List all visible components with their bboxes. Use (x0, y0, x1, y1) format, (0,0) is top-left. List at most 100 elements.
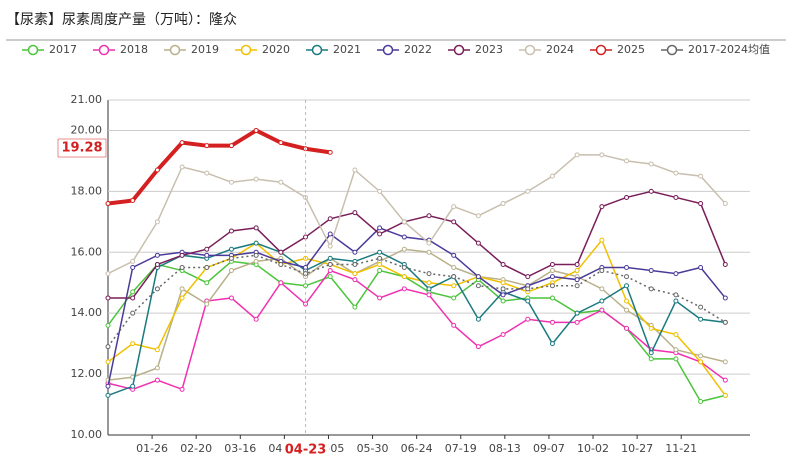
point (352, 277, 358, 283)
point (500, 292, 506, 298)
point (549, 295, 555, 301)
point (599, 204, 605, 210)
point (426, 286, 432, 292)
x-tick-label: 07-19 (445, 442, 477, 455)
point (327, 261, 333, 267)
point (451, 252, 457, 258)
point (278, 140, 284, 146)
point (179, 252, 185, 258)
point (401, 265, 407, 270)
point (500, 280, 506, 286)
point (698, 353, 704, 359)
point (451, 295, 457, 301)
point (179, 140, 185, 146)
legend-marker (666, 44, 678, 56)
point (377, 249, 383, 255)
point (599, 298, 605, 304)
x-tick-label: 05-30 (357, 442, 389, 455)
point (599, 237, 605, 243)
chart-title: 【尿素】尿素周度产量（万吨）：隆众 (6, 12, 237, 28)
legend-label: 2020 (262, 43, 290, 56)
point (451, 322, 457, 328)
point (105, 295, 111, 301)
point (426, 213, 432, 219)
legend-label: 2017-2024均值 (688, 43, 770, 56)
point (648, 161, 654, 167)
point (451, 274, 457, 280)
point (130, 383, 136, 389)
point (574, 152, 580, 158)
point (204, 280, 210, 286)
point (698, 173, 704, 179)
point (500, 201, 506, 207)
value-label-box (57, 138, 107, 158)
point (451, 265, 457, 270)
point (624, 283, 630, 289)
point (475, 316, 481, 322)
legend-marker (595, 44, 607, 56)
point (377, 268, 383, 274)
point (574, 261, 580, 267)
point (352, 249, 358, 255)
point (179, 386, 185, 392)
point (228, 179, 234, 185)
point (722, 201, 728, 207)
point (253, 127, 259, 133)
point (401, 274, 407, 280)
x-tick-label: 08-13 (489, 442, 521, 455)
point (624, 298, 630, 304)
point (204, 301, 210, 307)
point (673, 356, 679, 362)
point (401, 219, 407, 225)
point (426, 271, 432, 277)
point (179, 286, 185, 292)
y-tick-label: 21.00 (71, 93, 103, 106)
point (525, 316, 531, 322)
point (475, 240, 481, 246)
point (154, 377, 160, 383)
point (105, 201, 111, 207)
point (648, 188, 654, 194)
point (204, 170, 210, 176)
series-line (107, 260, 726, 403)
x-tick-label: 03-16 (224, 442, 256, 455)
point (624, 194, 630, 200)
series-line (107, 227, 726, 387)
y-tick-label: 16.00 (71, 245, 103, 258)
point (525, 274, 531, 280)
point (105, 392, 111, 398)
point (377, 261, 383, 267)
series-line (107, 238, 726, 396)
point (130, 258, 136, 264)
legend-label: 2024 (546, 43, 574, 56)
legend-label: 2019 (191, 43, 219, 56)
point (673, 194, 679, 200)
point (377, 255, 383, 261)
point (648, 268, 654, 274)
point (549, 268, 555, 274)
point (253, 252, 259, 258)
point (228, 246, 234, 252)
x-tick-label: 09-07 (533, 442, 565, 455)
series-line (107, 242, 726, 397)
point (698, 316, 704, 322)
point (549, 261, 555, 267)
point (574, 268, 580, 274)
legend-label: 2023 (475, 43, 503, 56)
point (698, 265, 704, 270)
point (327, 268, 333, 274)
point (179, 295, 185, 301)
point (722, 295, 728, 301)
x-tick-label: 06-24 (401, 442, 433, 455)
point (574, 319, 580, 325)
point (327, 149, 333, 155)
point (228, 228, 234, 234)
legend-label: 2017 (49, 43, 77, 56)
legend-label: 2022 (404, 43, 432, 56)
point (154, 219, 160, 225)
legend-marker (453, 44, 465, 56)
point (228, 143, 234, 149)
point (698, 359, 704, 365)
point (574, 283, 580, 289)
